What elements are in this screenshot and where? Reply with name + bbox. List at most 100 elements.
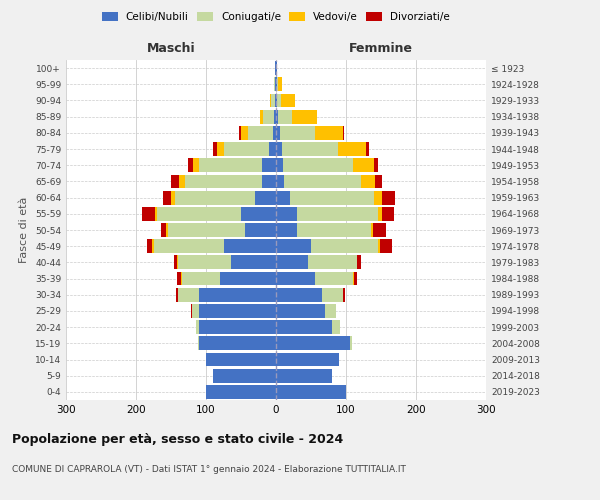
Bar [255, 190, 276, 204]
Bar [322, 288, 343, 302]
Bar [276, 272, 314, 285]
Bar [349, 336, 352, 350]
Bar [274, 78, 275, 91]
Bar [276, 369, 332, 382]
Bar [276, 110, 278, 124]
Text: Femmine: Femmine [349, 42, 413, 55]
Bar [155, 207, 157, 220]
Bar [284, 174, 361, 188]
Bar [178, 288, 199, 302]
Bar [353, 272, 354, 285]
Bar [297, 207, 377, 220]
Bar [191, 304, 192, 318]
Bar [377, 207, 382, 220]
Bar [188, 158, 193, 172]
Bar [272, 126, 276, 140]
Bar [356, 256, 357, 270]
Bar [365, 142, 369, 156]
Bar [171, 174, 179, 188]
Bar [171, 190, 175, 204]
Bar [181, 272, 182, 285]
Bar [179, 174, 185, 188]
Bar [196, 320, 199, 334]
Bar [292, 110, 317, 124]
Bar [166, 223, 167, 237]
Bar [192, 304, 199, 318]
Bar [271, 94, 275, 108]
Bar [275, 94, 276, 108]
Bar [199, 336, 276, 350]
Bar [276, 78, 277, 91]
Bar [382, 207, 394, 220]
Bar [269, 142, 276, 156]
Bar [220, 272, 276, 285]
Bar [276, 304, 325, 318]
Bar [353, 158, 374, 172]
Bar [343, 126, 344, 140]
Bar [263, 110, 274, 124]
Bar [374, 190, 382, 204]
Bar [178, 256, 230, 270]
Bar [230, 256, 276, 270]
Text: Maschi: Maschi [146, 42, 196, 55]
Bar [163, 190, 171, 204]
Bar [382, 190, 395, 204]
Bar [278, 110, 292, 124]
Bar [239, 126, 241, 140]
Bar [281, 142, 338, 156]
Bar [178, 272, 181, 285]
Bar [276, 256, 308, 270]
Bar [152, 240, 154, 253]
Bar [277, 78, 278, 91]
Bar [276, 126, 280, 140]
Bar [276, 174, 284, 188]
Bar [276, 336, 349, 350]
Bar [280, 126, 314, 140]
Bar [276, 207, 297, 220]
Bar [377, 240, 380, 253]
Bar [380, 240, 392, 253]
Y-axis label: Fasce di età: Fasce di età [19, 197, 29, 263]
Bar [357, 256, 361, 270]
Bar [276, 352, 339, 366]
Bar [371, 223, 373, 237]
Bar [193, 158, 199, 172]
Bar [278, 78, 281, 91]
Bar [142, 207, 155, 220]
Bar [161, 223, 166, 237]
Bar [245, 223, 276, 237]
Bar [176, 288, 178, 302]
Bar [248, 126, 272, 140]
Bar [275, 61, 276, 75]
Bar [373, 223, 386, 237]
Bar [182, 272, 220, 285]
Bar [314, 272, 353, 285]
Bar [275, 78, 276, 91]
Text: Popolazione per età, sesso e stato civile - 2024: Popolazione per età, sesso e stato civil… [12, 432, 343, 446]
Bar [276, 288, 322, 302]
Bar [276, 385, 346, 399]
Bar [374, 158, 377, 172]
Bar [274, 110, 276, 124]
Bar [206, 385, 276, 399]
Bar [276, 61, 277, 75]
Bar [241, 126, 248, 140]
Text: COMUNE DI CAPRAROLA (VT) - Dati ISTAT 1° gennaio 2024 - Elaborazione TUTTITALIA.: COMUNE DI CAPRAROLA (VT) - Dati ISTAT 1°… [12, 466, 406, 474]
Bar [262, 174, 276, 188]
Bar [376, 174, 382, 188]
Bar [213, 142, 217, 156]
Bar [283, 158, 353, 172]
Bar [270, 94, 271, 108]
Bar [217, 142, 223, 156]
Legend: Celibi/Nubili, Coniugati/e, Vedovi/e, Divorziati/e: Celibi/Nubili, Coniugati/e, Vedovi/e, Di… [98, 8, 454, 26]
Bar [154, 240, 223, 253]
Bar [223, 240, 276, 253]
Bar [276, 142, 281, 156]
Bar [343, 288, 344, 302]
Bar [206, 352, 276, 366]
Bar [157, 207, 241, 220]
Bar [325, 304, 335, 318]
Bar [199, 288, 276, 302]
Bar [241, 207, 276, 220]
Bar [276, 320, 332, 334]
